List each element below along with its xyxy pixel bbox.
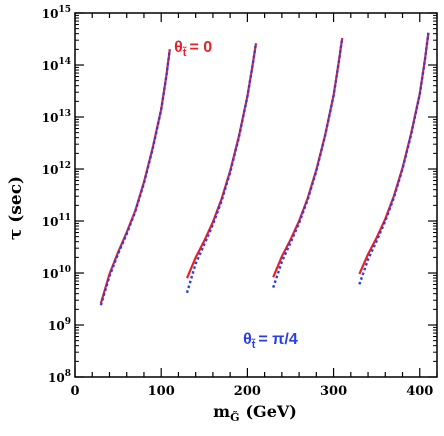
annot-subscript: t̃ — [252, 339, 256, 352]
y-tick-power: 15 — [58, 5, 71, 15]
x-tick-label: 400 — [406, 384, 433, 399]
y-tick-power: 8 — [65, 369, 71, 379]
y-tick-label: 1013 — [42, 109, 71, 125]
y-tick-label: 1010 — [42, 265, 71, 281]
x-tick-label: 0 — [70, 384, 79, 399]
annotations: θt̃ = 0θt̃ = π/4 — [174, 39, 298, 351]
y-axis-title: τ (sec) — [6, 176, 26, 240]
x-tick-label: 100 — [148, 384, 175, 399]
y-tick-label: 1015 — [42, 5, 71, 21]
y-tick-base: 10 — [42, 59, 59, 73]
y-tick-power: 9 — [65, 317, 71, 327]
y-tick-label: 108 — [48, 369, 71, 385]
curve-theta-0-3 — [272, 37, 344, 278]
x-axis-title-unit: (GeV) — [245, 402, 296, 421]
y-tick-base: 10 — [42, 111, 59, 125]
axis-ticks — [74, 12, 438, 378]
y-tick-base: 10 — [48, 371, 65, 385]
y-tick-label: 1014 — [42, 57, 71, 73]
curve-theta-pi4-1 — [99, 49, 171, 306]
curve-theta-0-4 — [358, 32, 430, 275]
tick-labels: 0 100 200 300 400108109101010111012101310141… — [42, 5, 434, 399]
y-tick-label: 1012 — [42, 161, 71, 177]
annot-theta: θ — [174, 39, 183, 56]
annot-theta: θ — [243, 331, 252, 348]
x-tick-label: 200 — [234, 384, 261, 399]
y-tick-base: 10 — [42, 163, 59, 177]
y-tick-power: 11 — [58, 213, 71, 223]
curve-theta-pi4-2 — [185, 43, 258, 294]
label-theta-0: θt̃ = 0 — [174, 39, 212, 59]
curve-theta-0-2 — [185, 43, 258, 279]
curve-theta-pi4-3 — [272, 37, 344, 288]
y-tick-base: 10 — [42, 7, 59, 21]
y-tick-base: 10 — [42, 267, 59, 281]
y-tick-power: 10 — [58, 265, 71, 275]
y-tick-power: 13 — [58, 109, 71, 119]
y-tick-label: 1011 — [42, 213, 71, 229]
annot-subscript: t̃ — [183, 46, 187, 59]
x-axis-title-subscript: G̃ — [230, 411, 239, 424]
label-theta-pi4: θt̃ = π/4 — [243, 331, 298, 351]
plot-frame — [74, 12, 438, 378]
y-tick-power: 14 — [58, 57, 71, 67]
annot-value: = 0 — [189, 39, 212, 56]
curve-theta-0-1 — [99, 49, 171, 304]
chart-curves — [99, 32, 430, 306]
x-tick-label: 300 — [320, 384, 347, 399]
annot-value: = π/4 — [258, 331, 297, 348]
x-axis-title: mG̃ (GeV) — [213, 402, 297, 424]
y-tick-label: 109 — [48, 317, 71, 333]
y-tick-power: 12 — [58, 161, 71, 171]
curve-theta-pi4-4 — [358, 32, 430, 285]
x-axis-title-symbol: m — [213, 402, 230, 421]
y-tick-base: 10 — [48, 319, 65, 333]
y-tick-base: 10 — [42, 215, 59, 229]
